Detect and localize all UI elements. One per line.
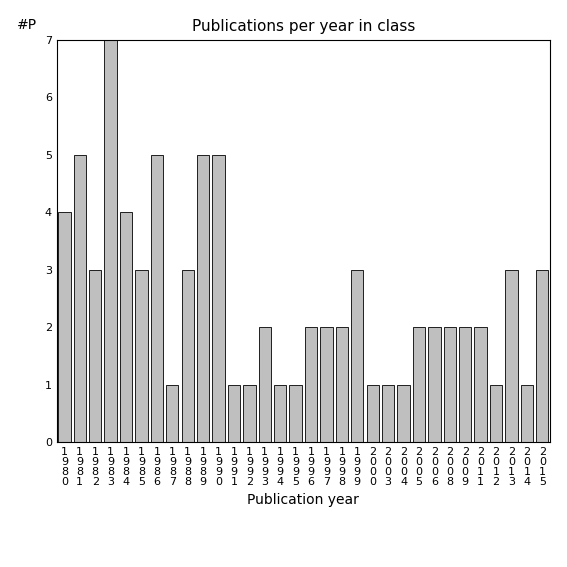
Bar xyxy=(505,270,518,442)
Bar xyxy=(490,385,502,442)
Bar xyxy=(366,385,379,442)
Bar xyxy=(74,155,86,442)
Bar xyxy=(89,270,101,442)
Bar xyxy=(320,327,333,442)
Bar xyxy=(213,155,225,442)
Bar xyxy=(274,385,286,442)
Bar xyxy=(536,270,548,442)
Bar xyxy=(197,155,209,442)
Bar xyxy=(290,385,302,442)
Bar xyxy=(259,327,271,442)
Bar xyxy=(166,385,179,442)
Bar xyxy=(336,327,348,442)
Bar xyxy=(459,327,471,442)
Bar xyxy=(413,327,425,442)
Bar xyxy=(120,212,132,442)
Bar xyxy=(428,327,441,442)
Title: Publications per year in class: Publications per year in class xyxy=(192,19,415,35)
X-axis label: Publication year: Publication year xyxy=(247,493,359,507)
Bar xyxy=(305,327,317,442)
Bar xyxy=(521,385,533,442)
Bar xyxy=(475,327,487,442)
Text: #P: #P xyxy=(17,18,37,32)
Bar xyxy=(397,385,410,442)
Bar xyxy=(351,270,363,442)
Bar xyxy=(228,385,240,442)
Bar xyxy=(104,40,117,442)
Bar xyxy=(181,270,194,442)
Bar xyxy=(58,212,70,442)
Bar xyxy=(136,270,147,442)
Bar xyxy=(382,385,394,442)
Bar xyxy=(243,385,256,442)
Bar xyxy=(151,155,163,442)
Bar xyxy=(443,327,456,442)
